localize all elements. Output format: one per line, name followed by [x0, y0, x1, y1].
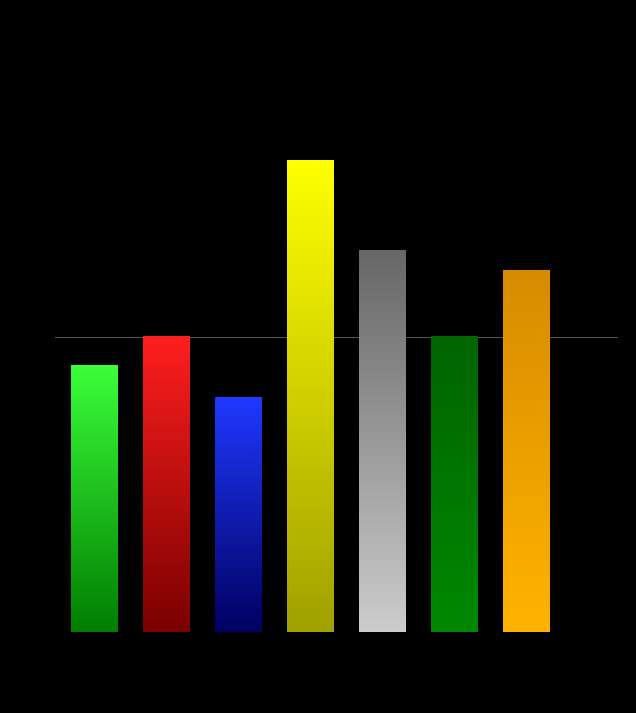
bar-3 [215, 397, 262, 632]
bar-5 [359, 250, 406, 632]
bar-4 [287, 160, 334, 632]
bar-7 [503, 270, 550, 632]
bar-2 [143, 336, 190, 632]
bar-6 [431, 336, 478, 632]
bar-chart [0, 0, 636, 713]
bar-1 [71, 365, 118, 632]
